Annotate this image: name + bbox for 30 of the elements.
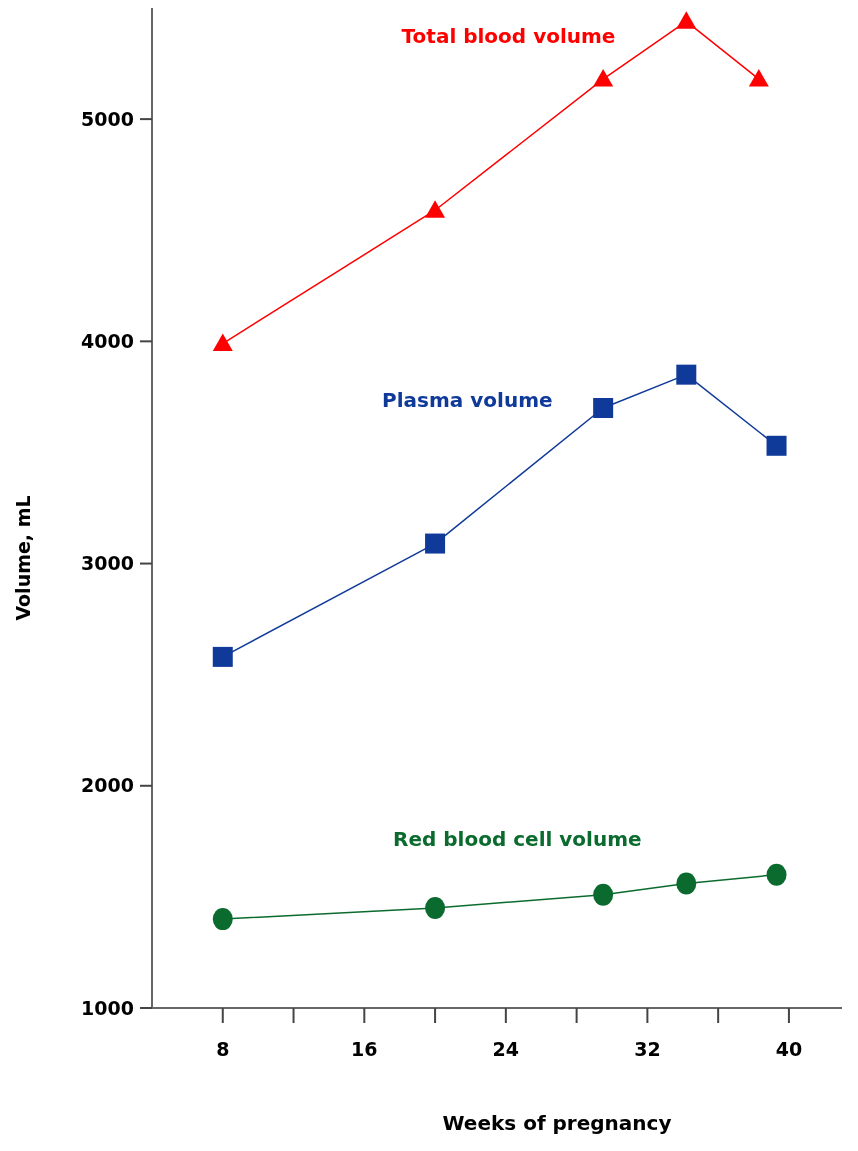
point xyxy=(766,863,787,886)
point xyxy=(425,533,446,554)
point xyxy=(593,883,614,906)
series-label: Plasma volume xyxy=(382,388,553,413)
point xyxy=(676,364,697,385)
point xyxy=(748,69,769,87)
y-axis-title: Volume, mL xyxy=(12,495,34,621)
point xyxy=(212,908,233,931)
y-tick-label: 5000 xyxy=(81,107,134,130)
x-tick-label: 40 xyxy=(775,1038,803,1060)
point xyxy=(212,646,233,667)
point xyxy=(766,435,787,456)
point xyxy=(212,333,233,352)
x-tick-label: 32 xyxy=(634,1038,661,1060)
point xyxy=(593,69,614,87)
point xyxy=(425,200,446,218)
y-tick-label: 2000 xyxy=(81,774,134,797)
series-label: Total blood volume xyxy=(401,23,616,48)
y-tick-label: 1000 xyxy=(81,996,134,1019)
x-tick-label: 16 xyxy=(351,1038,378,1060)
point xyxy=(676,11,697,29)
x-axis-title: Weeks of pregnancy xyxy=(442,1111,672,1135)
x-tick-label: 8 xyxy=(216,1038,230,1060)
y-tick-label: 3000 xyxy=(81,552,134,575)
x-tick-label: 24 xyxy=(492,1038,520,1060)
series-label: Red blood cell volume xyxy=(393,827,642,852)
y-tick-label: 4000 xyxy=(81,329,134,352)
point xyxy=(593,398,614,418)
point xyxy=(425,897,446,919)
point xyxy=(676,872,697,895)
